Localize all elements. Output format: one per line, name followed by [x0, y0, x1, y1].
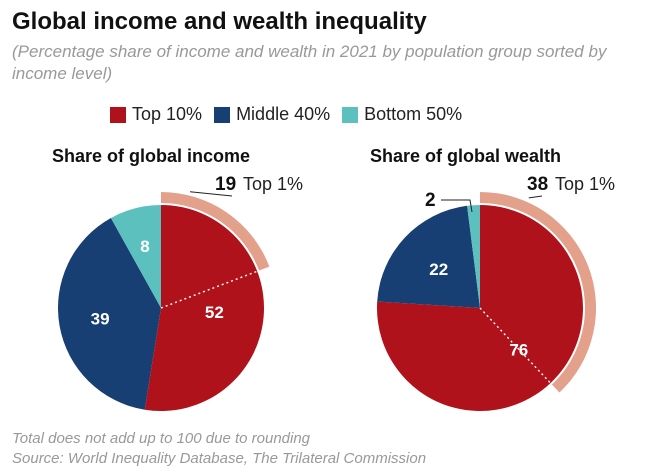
legend-item-top10: Top 10% — [110, 104, 202, 125]
top1-divider-wealth — [479, 307, 552, 384]
slice-label-wealth-top10: 76 — [509, 340, 528, 359]
top1-label-wealth: Top 1% — [555, 174, 615, 194]
pie-slice-wealth-bottom50 — [467, 205, 480, 308]
top1-arc-income — [161, 192, 270, 271]
page-title: Global income and wealth inequality — [12, 8, 427, 35]
top1-value-wealth: 38 — [527, 174, 548, 195]
top1-divider-income — [160, 270, 258, 309]
footer-note: Total does not add up to 100 due to roun… — [12, 430, 311, 447]
chart-title-income: Share of global income — [52, 146, 251, 166]
pie-slice-wealth-middle40 — [377, 205, 480, 308]
slice-label-income-middle40: 39 — [91, 310, 110, 329]
top1-leader-wealth — [528, 195, 543, 199]
legend-label-middle40: Middle 40% — [236, 104, 331, 124]
top1-value-income: 19 — [215, 174, 236, 195]
slice-label-wealth-bottom50: 2 — [425, 190, 436, 211]
legend-item-middle40: Middle 40% — [214, 104, 330, 125]
legend-swatch-top10 — [110, 106, 126, 123]
chart-title-wealth: Share of global wealth — [370, 146, 562, 166]
legend-item-bottom50: Bottom 50% — [342, 104, 462, 125]
legend-swatch-middle40 — [214, 106, 231, 123]
top1-label-income: Top 1% — [243, 174, 303, 194]
bottom50-leader-wealth — [441, 199, 473, 213]
top1-arc-wealth — [480, 192, 597, 393]
legend-swatch-bottom50 — [342, 106, 359, 123]
page-subtitle: (Percentage share of income and wealth i… — [12, 42, 607, 83]
legend-label-top10: Top 10% — [132, 104, 203, 124]
footer-source: Source: World Inequality Database, The T… — [12, 450, 427, 467]
pie-slice-income-top10 — [144, 205, 264, 411]
legend-label-bottom50: Bottom 50% — [364, 104, 463, 124]
pie-slice-income-middle40 — [57, 217, 161, 410]
top1-leader-income — [190, 191, 233, 197]
pie-slice-income-bottom50 — [110, 205, 161, 308]
slice-label-income-bottom50: 8 — [140, 237, 149, 256]
legend: Top 10% Middle 40% Bottom 50% — [110, 104, 474, 125]
slice-label-income-top10: 52 — [205, 303, 224, 322]
slice-label-wealth-middle40: 22 — [429, 260, 448, 279]
